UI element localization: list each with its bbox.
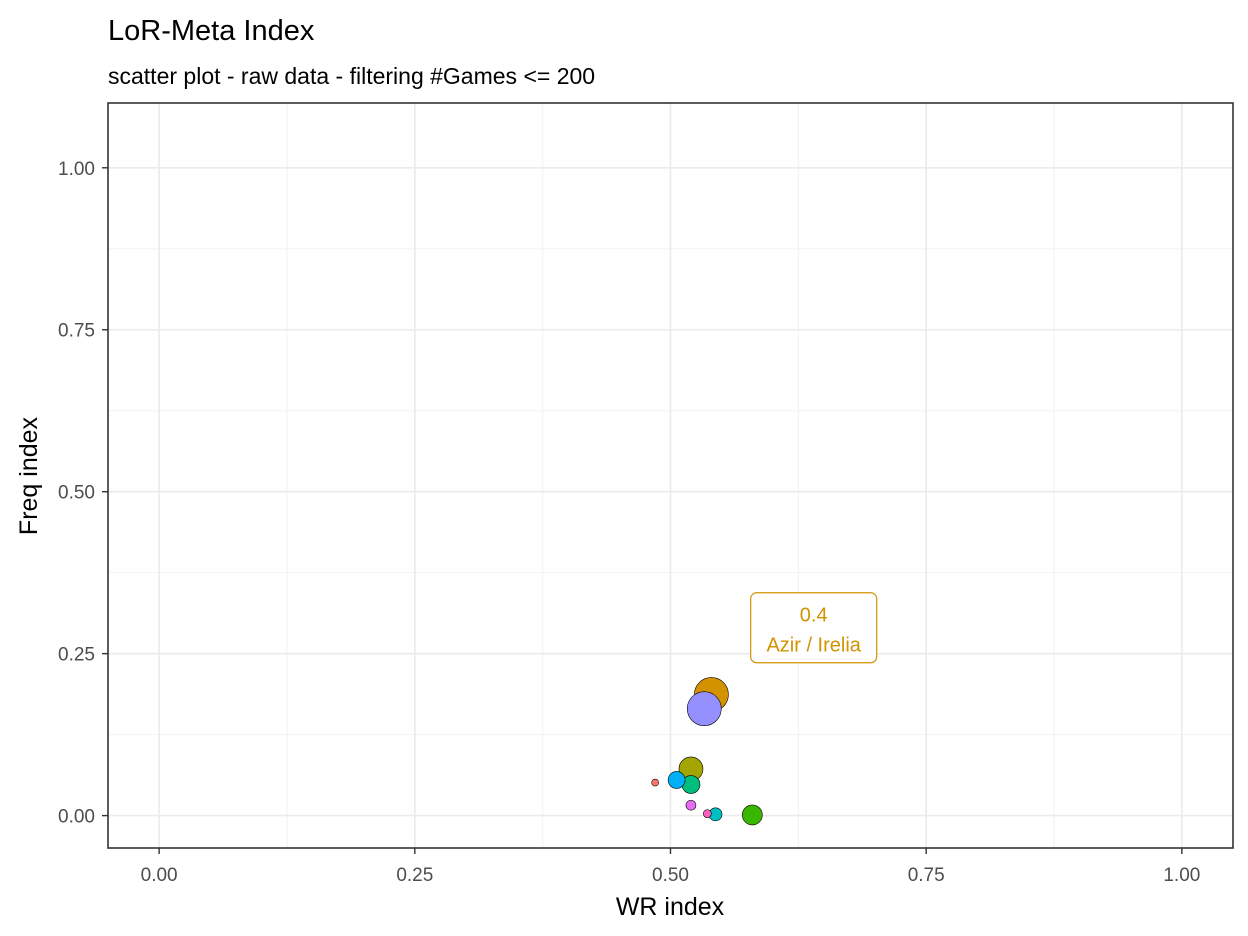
y-tick-label: 0.25 [58,645,95,666]
data-point [651,778,659,787]
data-point [703,809,712,818]
x-axis-ticks: 0.00 0.25 0.50 0.75 1.00 [141,848,1200,886]
y-axis-ticks: 0.00 0.25 0.50 0.75 1.00 [58,159,108,828]
chart-subtitle: scatter plot - raw data - filtering #Gam… [108,63,595,89]
y-tick-label: 0.50 [58,483,95,504]
x-tick-label: 0.75 [908,865,945,886]
y-axis-title: Freq index [15,416,43,535]
y-tick-label: 0.00 [58,807,95,828]
x-axis-title: WR index [616,893,725,921]
annotation-label: 0.4 Azir / Irelia [750,592,878,664]
data-point [667,771,686,789]
x-tick-label: 0.50 [652,865,689,886]
chart-title: LoR-Meta Index [108,15,315,47]
y-tick-label: 0.75 [58,321,95,342]
x-tick-label: 0.00 [141,865,178,886]
major-gridlines [108,103,1233,848]
data-points [651,677,763,826]
data-point [685,799,697,811]
y-tick-label: 1.00 [58,159,95,180]
annotation-name: Azir / Irelia [766,635,861,657]
annotation-box [750,592,878,664]
data-point [742,804,763,826]
x-tick-label: 1.00 [1163,865,1200,886]
x-tick-label: 0.25 [396,865,433,886]
annotation-value: 0.4 [800,605,828,627]
data-point [686,691,722,727]
